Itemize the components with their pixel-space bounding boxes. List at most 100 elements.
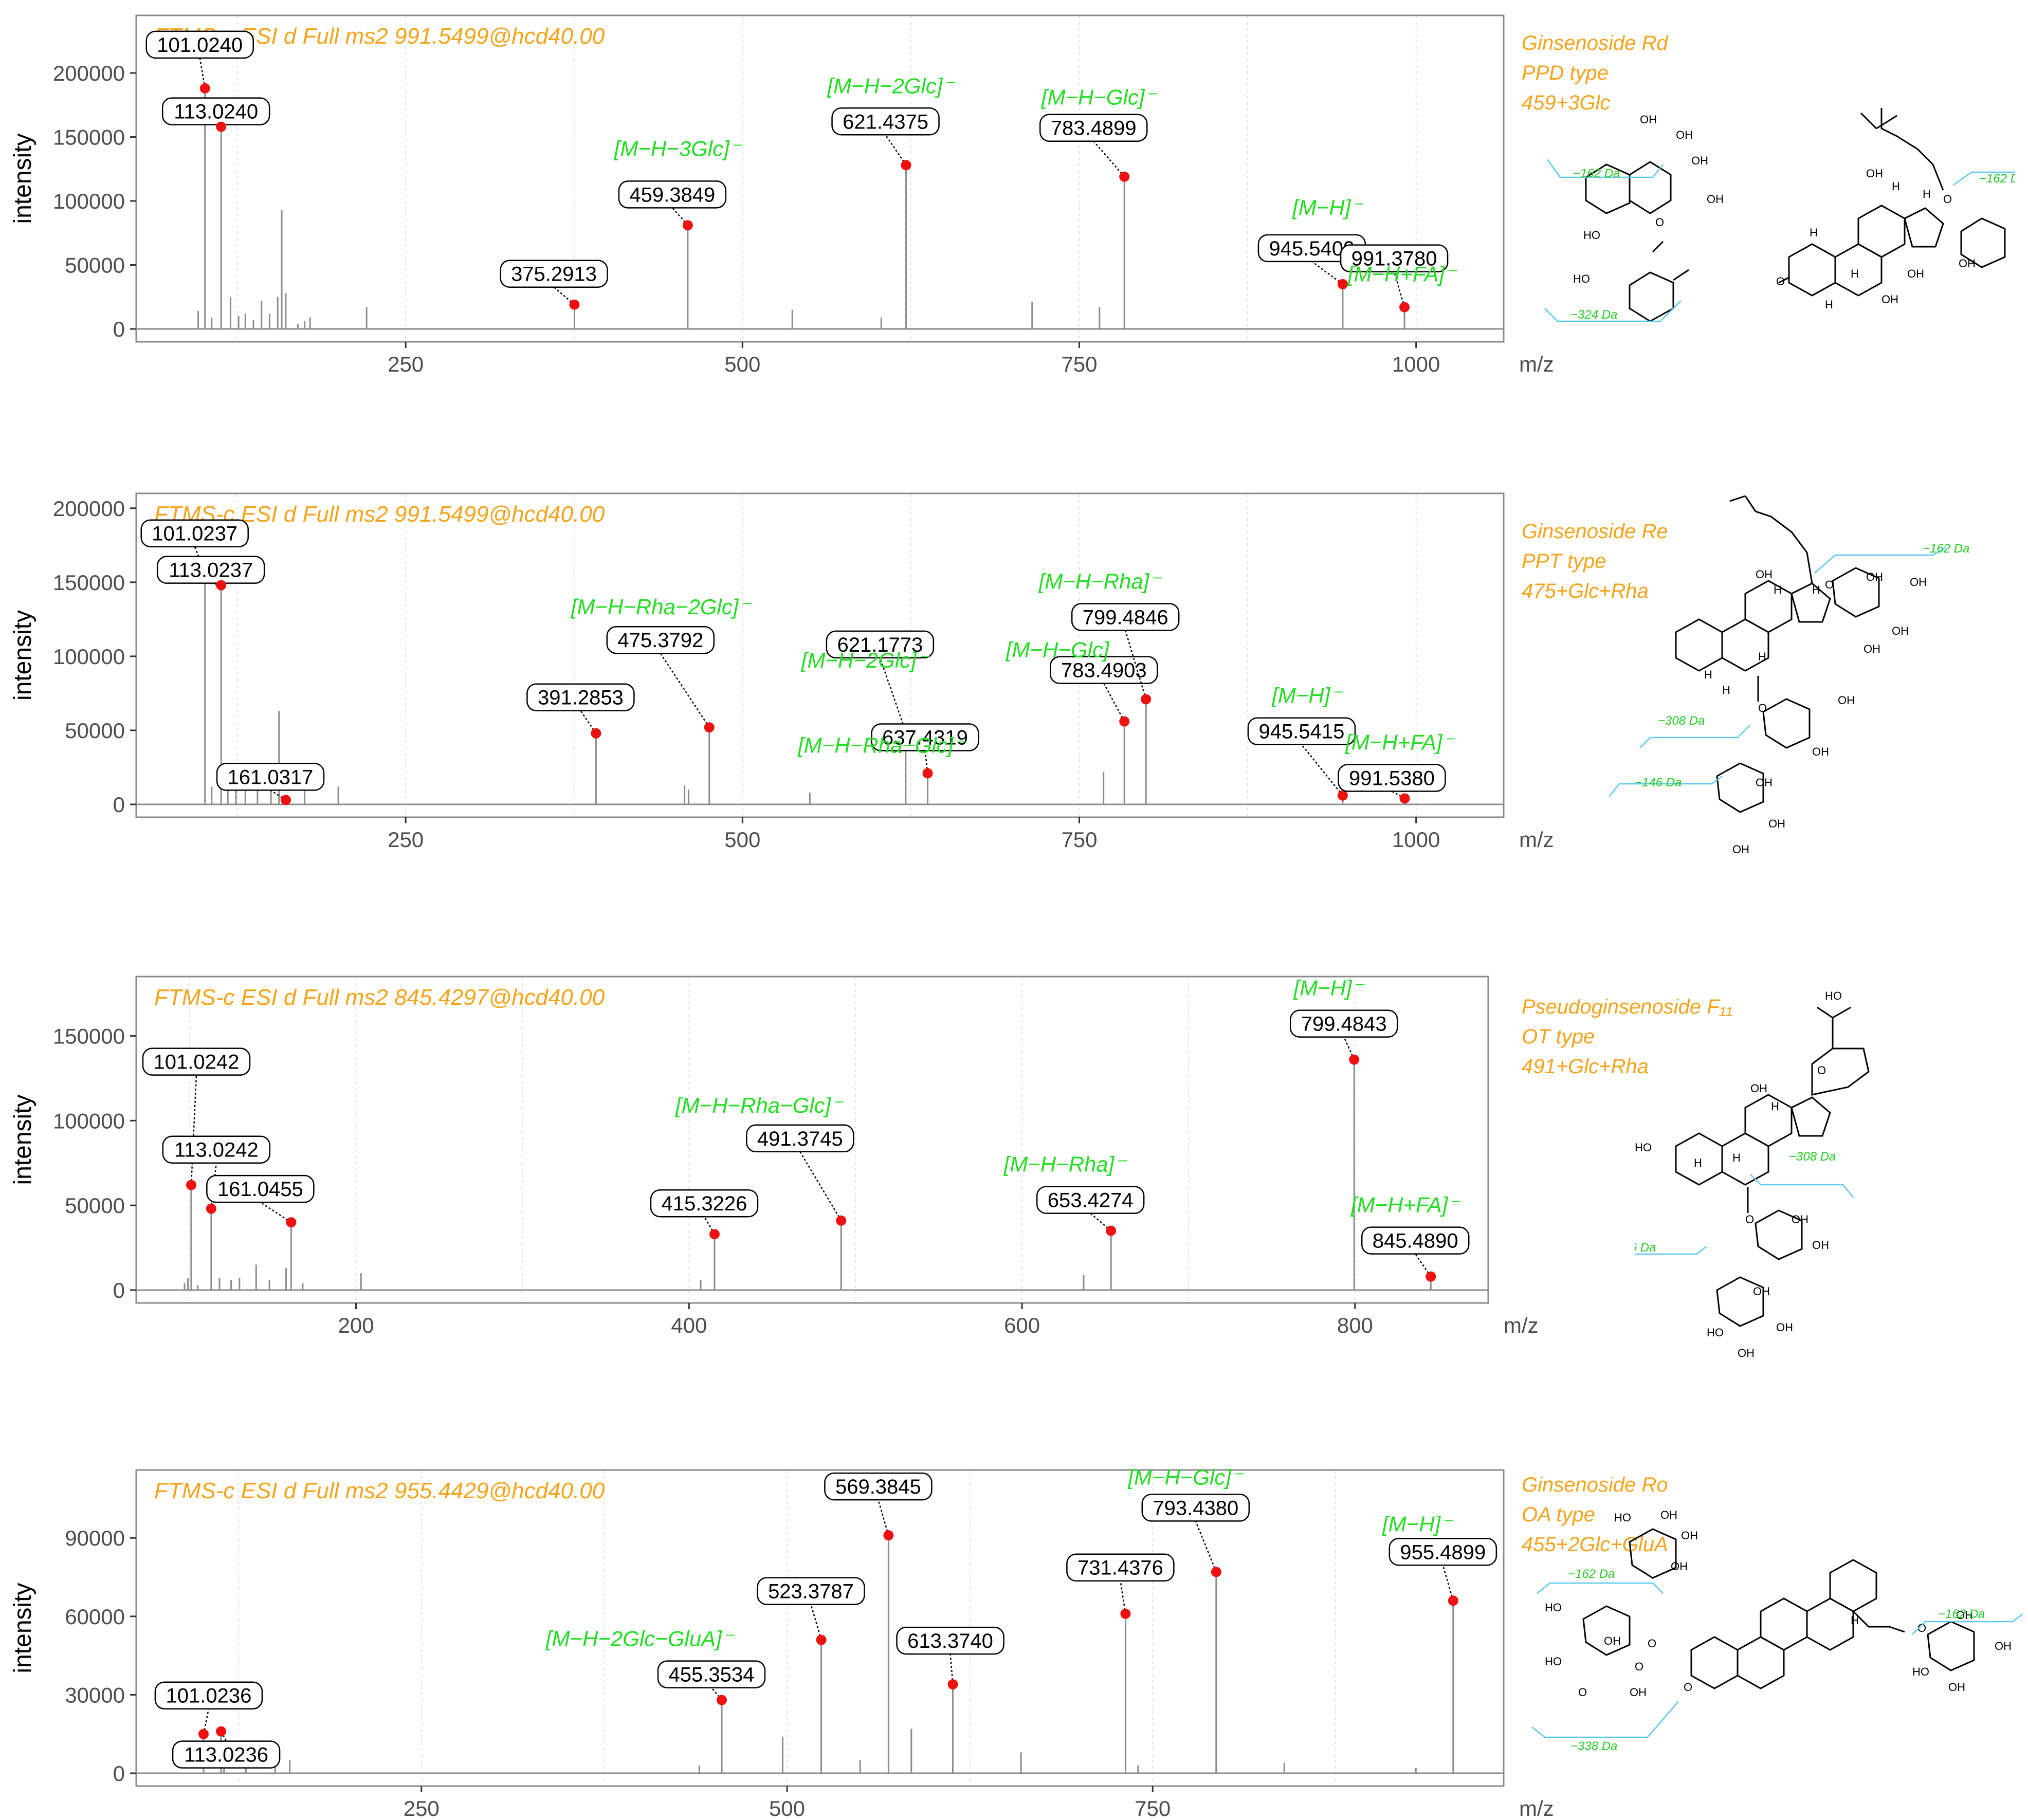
peak-label: 375.2913 [511,263,597,286]
compound-name: Pseudoginsenoside F₁₁ [1522,996,1732,1018]
peak-label-box [216,763,325,791]
peak-label: 945.5415 [1259,721,1345,743]
ion-label: [M−H−Rha]⁻ [1003,1152,1127,1176]
peak-point [198,1729,209,1739]
svg-text:HO: HO [1707,1326,1724,1339]
peak-label: 569.3845 [835,1476,921,1498]
peak-label-box [156,556,265,584]
svg-text:OH: OH [1604,1634,1621,1647]
peak-label: 391.2853 [538,687,624,709]
ion-label: [M−H]⁻ [1292,195,1363,219]
svg-text:OH: OH [1750,1082,1767,1095]
leader-line [703,1216,716,1235]
peak-label-box [1361,1226,1470,1255]
leader-line [1120,1580,1126,1614]
y-tick-label: 100000 [53,1109,125,1133]
spectrum-panel: FTMS-c ESI d Full ms2 845.4297@hcd40.00 0… [9,976,1539,1337]
svg-text:O: O [1635,1660,1643,1673]
peak-label-box [154,1681,263,1709]
x-tick-label: 1000 [1392,828,1440,852]
svg-text:O: O [1917,1622,1926,1634]
svg-text:OH: OH [1691,154,1708,167]
y-tick-label: 50000 [65,253,125,278]
peak-label-box [831,107,940,136]
x-tick-label: 1000 [1392,352,1440,376]
leader-line [810,1604,822,1640]
loss-label: −338 Da [1570,1739,1617,1753]
ion-label: [M−H−Rha]⁻ [1038,569,1162,593]
svg-text:H: H [1694,1156,1702,1169]
compound-formula: 475+Glc+Rha [1522,580,1649,602]
peak-label-box [1050,656,1158,684]
svg-text:OH: OH [1738,1347,1755,1357]
leader-line [1301,744,1343,796]
ion-label: [M−H−2Glc−GluA]⁻ [545,1627,735,1651]
svg-text:HO: HO [1545,1655,1562,1668]
peak-label-box [757,1577,865,1605]
svg-text:O: O [1758,702,1767,714]
peak-label: 113.0242 [174,1139,259,1162]
svg-text:H: H [1722,684,1730,696]
svg-text:OH: OH [1948,1681,1965,1694]
svg-text:OH: OH [1640,113,1657,126]
spectrum-title: FTMS-c ESI d Full ms2 955.4429@hcd40.00 [154,1478,605,1503]
plot-frame [135,1469,1505,1787]
svg-text:OH: OH [1660,1509,1677,1521]
peak-label: 459.3849 [629,183,715,206]
peak-label: 621.4375 [843,111,928,133]
peak-label-box [1039,114,1148,142]
y-tick-label: 100000 [53,645,125,669]
svg-text:H: H [1851,267,1859,280]
compound-name: Ginsenoside Rd [1522,32,1668,54]
peak-point [280,795,291,805]
compound-name: Ginsenoside Ro [1522,1474,1668,1496]
peak-label: 653.4274 [1048,1189,1134,1212]
x-tick-label: 200 [338,1313,374,1337]
svg-text:OH: OH [1676,128,1693,141]
compound-formula: 459+3Glc [1522,91,1611,114]
svg-text:OH: OH [1838,694,1855,707]
svg-text:H: H [1810,226,1818,239]
x-tick-label: 500 [724,352,760,376]
loss-label: −146 Da [1635,1241,1656,1255]
svg-text:O: O [1943,193,1952,206]
peak-point [1120,1608,1131,1619]
peak-label: 845.4890 [1373,1230,1458,1253]
y-tick-label: 90000 [65,1526,125,1550]
y-tick-label: 50000 [65,1193,125,1218]
leader-line [1442,1565,1454,1601]
peak-label-box [606,626,715,654]
svg-text:OH: OH [1812,1239,1829,1252]
plot-frame [135,14,1505,343]
svg-text:OH: OH [1863,642,1880,655]
svg-text:HO: HO [1635,1141,1652,1154]
y-tick-label: 50000 [65,719,125,743]
peak-point [1211,1567,1221,1577]
svg-text:OH: OH [1753,1285,1770,1298]
ion-label: [M−H−Rha−Glc]⁻ [675,1093,844,1117]
peak-label: 101.0240 [157,34,243,57]
y-tick-label: 150000 [53,1024,125,1048]
svg-text:O: O [1745,1213,1754,1226]
loss-label: −162 Da [1979,172,2015,186]
compound-name: Ginsenoside Re [1522,520,1668,543]
loss-label: −146 Da [1635,776,1682,789]
peak-label: 799.4846 [1083,606,1168,629]
peak-point [682,220,693,231]
svg-text:HO: HO [1573,272,1590,285]
leader-line [878,1499,889,1536]
leader-line [1093,140,1125,177]
y-tick-label: 150000 [53,125,125,150]
peak-point [216,1726,227,1737]
svg-text:H: H [1774,583,1782,596]
compound-info-rd: Ginsenoside Rd PPD type 459+3Glc [1522,28,1717,118]
y-tick-label: 150000 [53,571,125,595]
peak-label: 621.1773 [837,634,923,656]
peak-point [206,1203,216,1214]
svg-text:H: H [1892,180,1900,193]
peak-label-box [871,723,979,751]
y-tick-label: 60000 [65,1605,125,1629]
peak-point [216,580,227,591]
peak-point [816,1634,827,1645]
